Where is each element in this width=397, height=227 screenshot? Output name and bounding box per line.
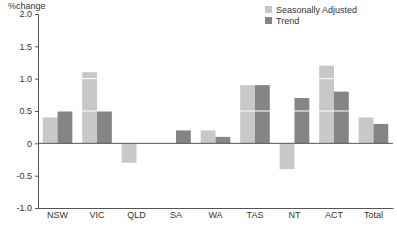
legend-swatch [265,6,272,13]
legend-entry: Seasonally Adjusted [265,5,357,15]
y-tick-label: 1.0 [19,74,32,84]
bar [58,111,73,143]
x-tick-label: VIC [90,210,106,220]
grid-line [38,78,393,79]
bar [216,137,231,143]
bar [359,117,374,143]
bar [43,117,58,143]
x-tick-label: TAS [247,210,264,220]
grid-line [38,46,393,47]
legend-label: Trend [276,16,299,26]
y-tick-label: -1.0 [16,203,32,213]
x-tick-label: NT [288,210,300,220]
x-tick: TAS [247,208,264,220]
legend-swatch [265,17,272,24]
plot: -1.0-0.500.51.01.52.0NSWVICQLDSAWATASNTA… [16,9,393,220]
y-tick-mark [35,14,38,15]
x-tick: WA [208,208,222,220]
x-tick: ACT [325,208,344,220]
y-tick: -1.0 [16,203,38,213]
y-tick: 1.5 [19,42,38,52]
bar [373,124,388,143]
x-tick: Total [364,208,383,220]
bar [280,143,295,169]
y-axis-title: %change [8,1,46,11]
zero-line [38,143,393,144]
legend-label: Seasonally Adjusted [276,5,357,15]
y-tick: 0 [27,139,38,149]
x-tick: QLD [127,208,146,220]
y-axis-line [35,15,39,209]
y-tick-mark [35,111,38,112]
x-tick: NT [288,208,300,220]
grid-line [38,208,393,209]
grid-line [38,111,393,112]
bar [201,130,216,143]
y-tick-label: 1.5 [19,42,32,52]
bar [176,130,191,143]
y-tick-label: 0.5 [19,106,32,116]
y-tick-mark [35,143,38,144]
bar [294,98,309,143]
chart: -1.0-0.500.51.01.52.0NSWVICQLDSAWATASNTA… [0,0,397,227]
x-tick: SA [170,208,182,220]
bar [82,72,97,143]
x-tick-label: Total [364,210,383,220]
y-tick-mark [35,79,38,80]
x-tick: VIC [90,208,106,220]
bars [43,66,389,169]
legend: Seasonally AdjustedTrend [265,5,357,26]
y-tick: 1.0 [19,74,38,84]
y-axis: -1.0-0.500.51.01.52.0 [16,9,38,213]
y-tick-mark [35,208,38,209]
bar [255,85,270,143]
x-tick-label: QLD [127,210,146,220]
x-tick-label: ACT [325,210,344,220]
y-tick-label: -0.5 [16,171,32,181]
y-tick-mark [35,176,38,177]
grid-line [38,175,393,176]
y-tick: -0.5 [16,171,38,181]
x-tick-label: SA [170,210,182,220]
legend-entry: Trend [265,16,299,26]
x-axis: NSW VIC QLD SA WA TAS NT ACT Total [39,208,394,220]
grid [38,14,393,208]
bar [97,111,112,143]
bar [334,92,349,144]
y-tick-label: 0 [27,139,32,149]
bar [319,66,334,144]
x-axis-line [39,208,394,209]
y-tick-mark [35,46,38,47]
bar [122,143,137,162]
x-tick-label: WA [208,210,222,220]
x-tick-label: NSW [47,210,69,220]
bar [240,85,255,143]
x-tick: NSW [47,208,69,220]
y-tick: 0.5 [19,106,38,116]
